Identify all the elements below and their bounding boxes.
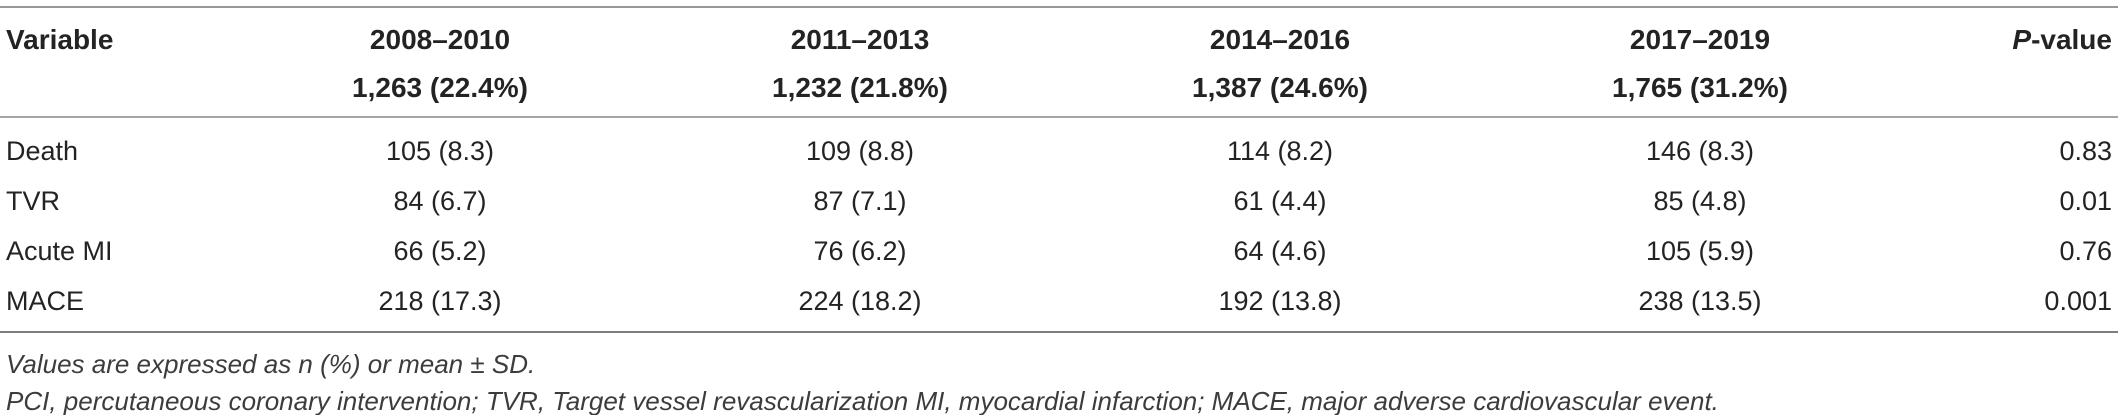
cell-value: 146 (8.3) [1645,136,1755,166]
cell-value: 238 (13.5) [1490,276,1910,333]
p-value-header-label: P-value [1910,16,2112,64]
cell-p-value: 0.83 [2059,136,2112,166]
footnote-abbreviations: PCI, percutaneous coronary intervention;… [6,386,1719,415]
footnote-values-expression: Values are expressed as n (%) or mean ± … [6,349,536,379]
period-n-percent: 1,387 (24.6%) [1192,72,1368,103]
cell-value: 224 (18.2) [650,276,1070,333]
cell-value: 218 (17.3) [230,276,650,333]
cell-value: 109 (8.8) [805,136,915,166]
cell-value: 87 (7.1) [813,186,907,216]
p-value-italic-p: P [2012,24,2032,55]
p-value-rest: -value [2031,24,2112,55]
table-row-death: Death 105 (8.3) 109 (8.8) 114 (8.2) 146 … [0,117,2118,176]
clinical-outcomes-table: Variable 2008–2010 1,263 (22.4%) 2011–20… [0,6,2118,333]
row-label: MACE [0,276,230,333]
column-header-period-2017-2019: 2017–2019 1,765 (31.2%) [1490,6,1910,118]
cell-p-value: 0.01 [2059,186,2112,216]
cell-p-value: 0.76 [2059,236,2112,266]
period-label: 2011–2013 [790,24,930,55]
column-header-period-2008-2010: 2008–2010 1,263 (22.4%) [230,6,650,118]
cell-value: 66 (5.2) [393,236,487,266]
row-label: TVR [6,186,60,216]
period-n-percent: 1,232 (21.8%) [772,72,948,103]
table-row-tvr: TVR 84 (6.7) 87 (7.1) 61 (4.4) 85 (4.8) … [0,176,2118,226]
table-row-mace: MACE 218 (17.3) 224 (18.2) 192 (13.8) 23… [0,276,2118,333]
cell-value: 192 (13.8) [1070,276,1490,333]
cell-value: 61 (4.4) [1233,186,1327,216]
column-header-variable: Variable [0,6,230,118]
cell-value: 76 (6.2) [813,236,907,266]
period-n-percent: 1,765 (31.2%) [1612,72,1788,103]
header-row: Variable 2008–2010 1,263 (22.4%) 2011–20… [0,6,2118,118]
table-footnotes: Values are expressed as n (%) or mean ± … [6,346,2118,415]
period-label: 2014–2016 [1209,24,1351,55]
column-header-p-value: P-value [1910,6,2118,118]
table-header: Variable 2008–2010 1,263 (22.4%) 2011–20… [0,6,2118,118]
period-n-percent: 1,263 (22.4%) [352,72,528,103]
column-header-period-2011-2013: 2011–2013 1,232 (21.8%) [650,6,1070,118]
period-label: 2017–2019 [1629,24,1771,55]
table-row-acute-mi: Acute MI 66 (5.2) 76 (6.2) 64 (4.6) 105 … [0,226,2118,276]
cell-value: 84 (6.7) [393,186,487,216]
variable-header-label: Variable [6,24,114,55]
row-label: Death [6,136,79,166]
cell-value: 114 (8.2) [1226,136,1334,166]
column-header-period-2014-2016: 2014–2016 1,387 (24.6%) [1070,6,1490,118]
row-label: Acute MI [6,236,113,266]
cell-value: 85 (4.8) [1653,186,1747,216]
cell-p-value: 0.001 [1910,276,2118,333]
table-body: Death 105 (8.3) 109 (8.8) 114 (8.2) 146 … [0,117,2118,333]
period-label: 2008–2010 [369,24,511,55]
cell-value: 105 (5.9) [1645,236,1755,266]
cell-value: 64 (4.6) [1233,236,1327,266]
cell-value: 105 (8.3) [385,136,495,166]
